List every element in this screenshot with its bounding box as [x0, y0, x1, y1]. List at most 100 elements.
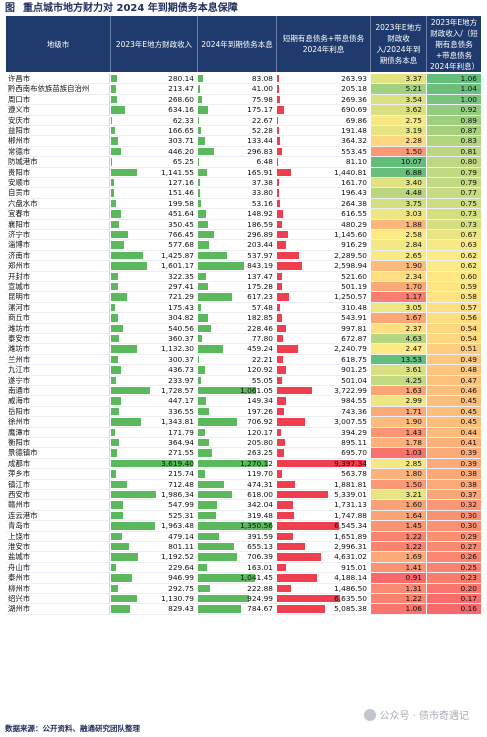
- revenue-cell: 229.64: [111, 563, 197, 572]
- interest-bar: [277, 470, 283, 478]
- ratio-due-value: 1.50: [405, 479, 422, 489]
- city-cell: 益阳市: [6, 126, 110, 136]
- interest-cell: 310.48: [277, 303, 370, 312]
- interest-value: 2,240.79: [334, 344, 367, 354]
- revenue-value: 447.17: [168, 396, 194, 406]
- interest-value: 4,631.02: [334, 552, 367, 562]
- due-cell: 77.80: [198, 334, 276, 343]
- interest-cell: 9,397.34: [277, 459, 370, 468]
- interest-value: 6,635.50: [334, 594, 367, 603]
- ratio-interest-cell: 0.67: [427, 230, 481, 240]
- ratio-interest-cell: 0.92: [427, 105, 481, 115]
- ratio-interest-cell: 0.20: [427, 583, 481, 593]
- city-cell: 湖州市: [6, 604, 110, 614]
- ratio-interest-value: 0.63: [460, 240, 477, 250]
- city-cell: 漯河市: [6, 302, 110, 313]
- due-cell: 617.23: [198, 292, 276, 301]
- ratio-interest-cell: 0.44: [427, 427, 481, 437]
- interest-value: 480.29: [341, 219, 367, 229]
- ratio-interest-value: 0.80: [460, 157, 477, 167]
- ratio-due-cell: 3.40: [371, 178, 426, 188]
- interest-cell: 69.86: [277, 116, 370, 125]
- watermark: 公众号 · 债市奇遇记: [364, 707, 469, 722]
- interest-bar: [277, 605, 326, 613]
- due-bar: [198, 449, 213, 457]
- city-cell: 六盘水市: [6, 198, 110, 209]
- due-value: 843.19: [247, 261, 273, 271]
- revenue-cell: 540.56: [111, 324, 197, 333]
- revenue-value: 634.16: [168, 105, 194, 115]
- revenue-value: 1,728.57: [161, 386, 194, 395]
- interest-value: 205.18: [341, 84, 367, 94]
- due-bar: [198, 147, 215, 156]
- revenue-bar: [111, 574, 133, 582]
- due-bar: [198, 574, 256, 582]
- due-value: 33.80: [251, 188, 273, 198]
- interest-bar: [277, 75, 280, 83]
- ratio-interest-cell: 0.17: [427, 594, 481, 604]
- ratio-interest-value: 0.59: [460, 282, 477, 291]
- ratio-interest-cell: 0.73: [427, 219, 481, 229]
- ratio-interest-cell: 0.27: [427, 542, 481, 552]
- city-cell: 遂宁市: [6, 375, 110, 385]
- due-value: 41.00: [251, 84, 273, 94]
- interest-bar: [277, 251, 299, 260]
- interest-cell: 1,731.13: [277, 500, 370, 509]
- ratio-interest-cell: 0.89: [427, 115, 481, 125]
- ratio-interest-value: 0.73: [460, 219, 477, 229]
- ratio-interest-cell: 0.41: [427, 438, 481, 448]
- table-row: 黔西南布依族苗族自治州 213.47 41.00 205.18 5.21 1.04: [6, 84, 481, 95]
- revenue-cell: 451.64: [111, 209, 197, 218]
- city-cell: 兰州市: [6, 354, 110, 365]
- revenue-cell: 297.41: [111, 282, 197, 291]
- ratio-due-cell: 3.05: [371, 302, 426, 313]
- revenue-value: 801.11: [168, 542, 194, 551]
- ratio-interest-cell: 0.29: [427, 531, 481, 541]
- interest-value: 695.70: [341, 448, 367, 458]
- table-row: 六盘水市 199.58 53.16 264.38 3.75 0.75: [6, 198, 481, 210]
- revenue-bar: [111, 428, 115, 436]
- city-cell: 舟山市: [6, 562, 110, 573]
- revenue-value: 1,601.17: [161, 261, 194, 271]
- due-bar: [198, 439, 210, 447]
- ratio-due-value: 4.25: [405, 375, 422, 385]
- due-bar: [198, 355, 200, 364]
- ratio-interest-value: 0.54: [460, 334, 477, 343]
- ratio-due-cell: 1.45: [371, 521, 426, 531]
- revenue-cell: 300.37: [111, 355, 197, 364]
- ratio-due-value: 2.34: [405, 271, 422, 281]
- ratio-interest-value: 0.89: [460, 115, 477, 125]
- ratio-due-value: 3.21: [405, 490, 422, 499]
- ratio-due-cell: 1.41: [371, 562, 426, 573]
- interest-value: 1,881.81: [334, 479, 367, 489]
- revenue-cell: 946.99: [111, 573, 197, 582]
- table-row: 安顺市 127.16 37.38 161.70 3.40 0.79: [6, 178, 481, 189]
- ratio-interest-cell: 0.51: [427, 344, 481, 354]
- due-bar: [198, 116, 200, 124]
- ratio-interest-value: 0.81: [460, 146, 477, 156]
- ratio-due-value: 0.91: [405, 573, 422, 583]
- due-value: 137.47: [247, 271, 273, 281]
- due-cell: 33.80: [198, 188, 276, 197]
- revenue-value: 199.58: [168, 198, 194, 208]
- ratio-due-value: 1.80: [405, 469, 422, 479]
- interest-value: 196.43: [341, 188, 367, 198]
- ratio-due-value: 4.63: [405, 334, 422, 343]
- due-bar: [198, 189, 200, 197]
- due-value: 784.67: [247, 604, 273, 614]
- due-cell: 182.85: [198, 313, 276, 322]
- revenue-value: 233.97: [168, 375, 194, 385]
- revenue-bar: [111, 272, 119, 280]
- ratio-due-value: 2.99: [405, 396, 422, 406]
- city-cell: 郴州市: [6, 136, 110, 146]
- city-cell: 南通市: [6, 386, 110, 396]
- ratio-due-value: 3.62: [405, 105, 422, 115]
- figure-tag: 图: [5, 3, 15, 14]
- revenue-cell: 233.97: [111, 376, 197, 385]
- revenue-bar: [111, 366, 121, 374]
- interest-cell: 618.75: [277, 355, 370, 364]
- ratio-due-cell: 2.58: [371, 230, 426, 240]
- ratio-due-value: 1.90: [405, 417, 422, 427]
- interest-value: 9,397.34: [334, 458, 367, 468]
- ratio-due-value: 1.03: [405, 448, 422, 458]
